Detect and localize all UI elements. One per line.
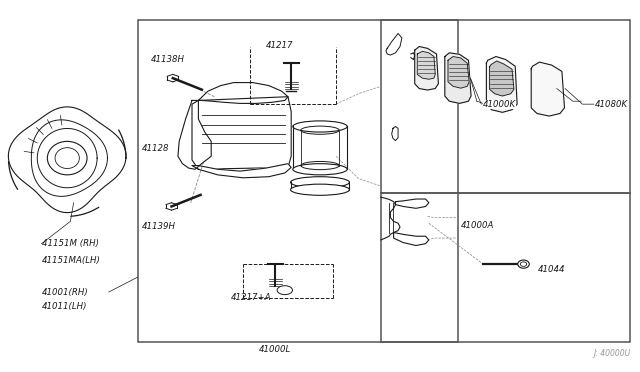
Polygon shape: [445, 53, 471, 103]
Polygon shape: [531, 62, 564, 116]
Bar: [381, 193, 630, 342]
Text: 41001(RH): 41001(RH): [42, 288, 88, 296]
Polygon shape: [192, 164, 291, 178]
Polygon shape: [198, 83, 288, 103]
Text: 41128: 41128: [142, 144, 170, 153]
Text: 41044: 41044: [538, 265, 565, 274]
Polygon shape: [486, 57, 517, 112]
Ellipse shape: [518, 260, 529, 268]
Text: 41138H: 41138H: [150, 55, 184, 64]
Polygon shape: [386, 33, 402, 55]
Circle shape: [277, 286, 292, 295]
Text: 41121: 41121: [314, 164, 341, 173]
Ellipse shape: [293, 121, 347, 132]
Text: 41000K: 41000K: [483, 100, 516, 109]
Polygon shape: [392, 126, 398, 141]
Ellipse shape: [291, 184, 349, 195]
Bar: [138, 20, 458, 342]
Text: 41139H: 41139H: [142, 222, 176, 231]
Text: 41000A: 41000A: [461, 221, 494, 230]
Polygon shape: [448, 57, 469, 88]
Text: 41151MA(LH): 41151MA(LH): [42, 256, 100, 265]
Text: 41000L: 41000L: [259, 345, 291, 354]
Text: 41217+A: 41217+A: [230, 293, 271, 302]
Polygon shape: [415, 46, 438, 90]
Polygon shape: [178, 100, 211, 169]
Text: J: 40000U: J: 40000U: [593, 349, 630, 358]
Text: 41080K: 41080K: [595, 100, 628, 109]
Text: 41151M (RH): 41151M (RH): [42, 239, 99, 248]
Polygon shape: [490, 61, 514, 96]
Ellipse shape: [291, 177, 349, 188]
Polygon shape: [394, 232, 429, 246]
Text: 41011(LH): 41011(LH): [42, 302, 87, 311]
Text: 41217: 41217: [266, 41, 293, 50]
Polygon shape: [417, 51, 435, 79]
Ellipse shape: [293, 164, 347, 175]
Polygon shape: [396, 199, 429, 208]
Bar: [381, 20, 630, 193]
Polygon shape: [192, 97, 291, 169]
